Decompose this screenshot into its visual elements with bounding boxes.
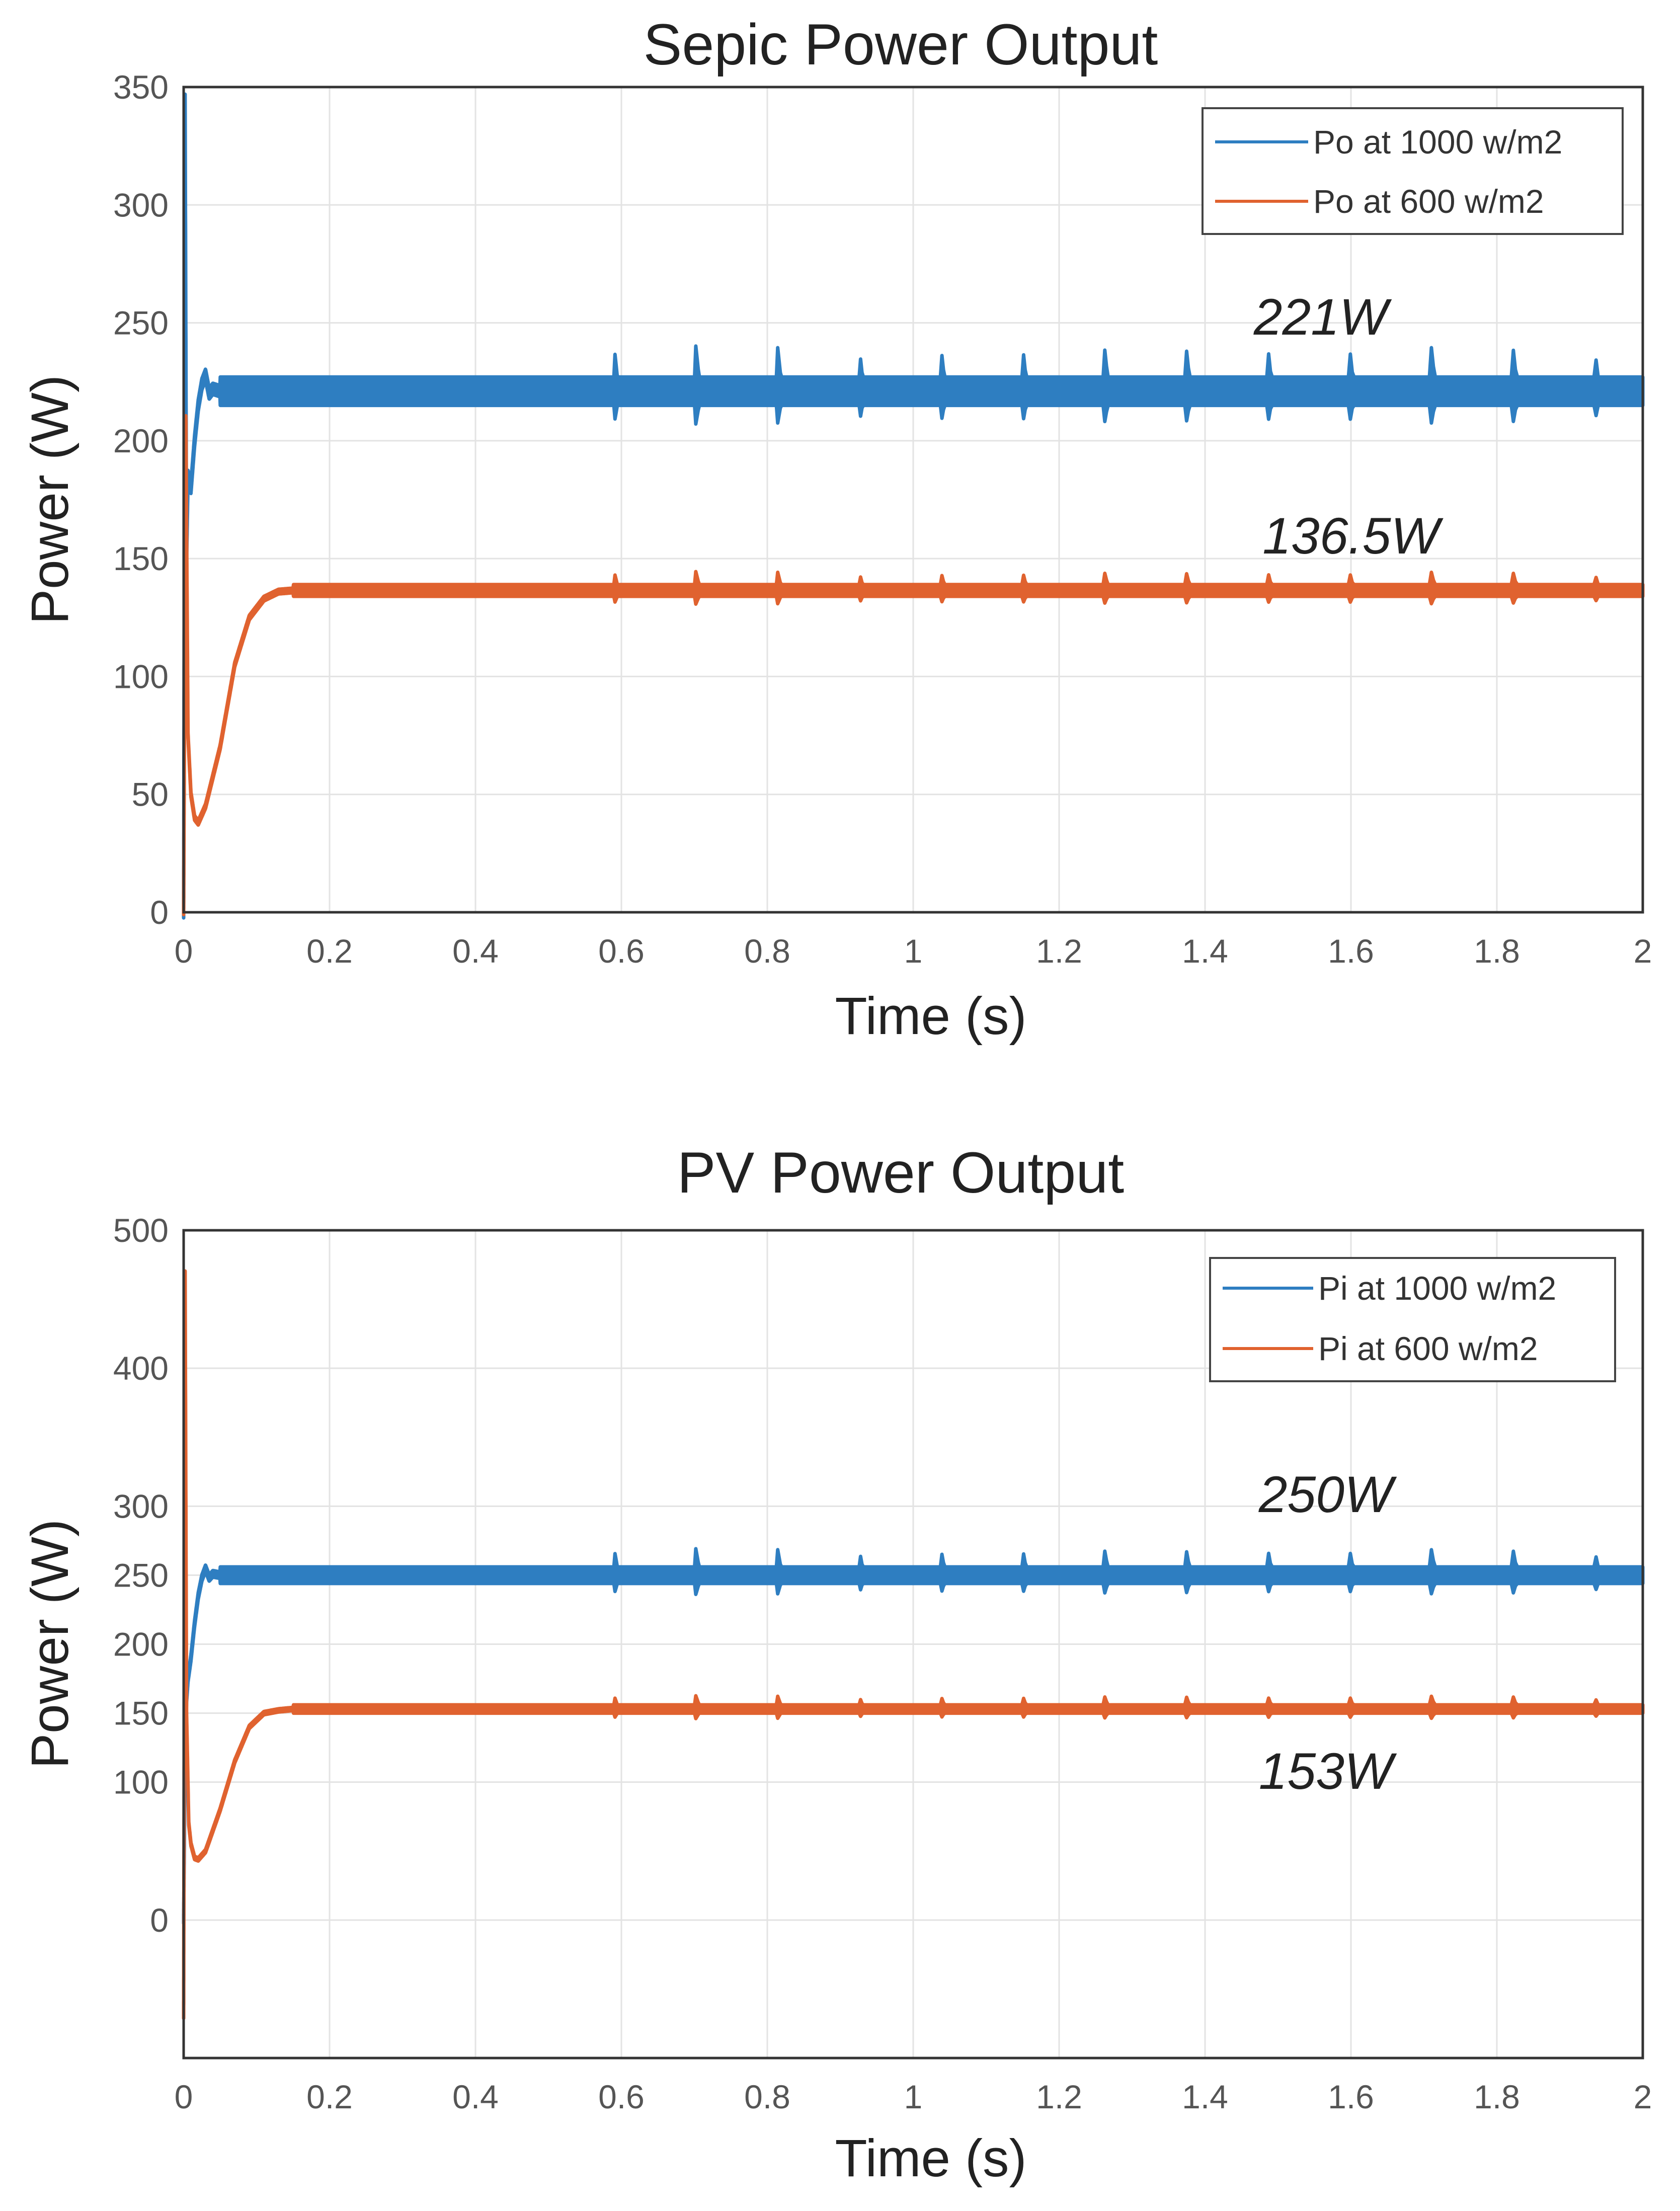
x-tick-label: 0 [175, 2078, 193, 2115]
annotation-pi-1000: 250W [1258, 1466, 1397, 1523]
y-tick-label: 250 [113, 304, 169, 342]
y-tick-label: 0 [150, 894, 169, 931]
y-axis-label: Power (W) [21, 375, 79, 624]
tick-labels: 0 0.2 0.4 0.6 0.8 1 1.2 1.4 1.6 1.8 2 0 100 150 200 250… [113, 1212, 1652, 2115]
x-tick-label: 0.4 [452, 932, 499, 970]
y-tick-label: 300 [113, 1487, 169, 1525]
y-tick-label: 500 [113, 1212, 169, 1249]
y-tick-label: 300 [113, 186, 169, 223]
x-axis-label: Time (s) [835, 987, 1026, 1046]
y-axis-label: Power (W) [21, 1519, 79, 1769]
legend: Po at 1000 w/m2 Po at 600 w/m2 [1202, 107, 1624, 235]
x-axis-label: Time (s) [835, 2129, 1026, 2188]
chart-title: PV Power Output [677, 1141, 1125, 1205]
chart-title: Sepic Power Output [644, 13, 1158, 77]
legend: Pi at 1000 w/m2 Pi at 600 w/m2 [1209, 1257, 1616, 1382]
x-tick-label: 1.8 [1474, 2078, 1520, 2115]
x-tick-label: 1.4 [1182, 2078, 1228, 2115]
y-tick-label: 150 [113, 1695, 169, 1732]
x-tick-label: 2 [1634, 2078, 1652, 2115]
y-tick-label: 250 [113, 1556, 169, 1594]
x-tick-label: 0 [175, 932, 193, 970]
legend-box [1202, 107, 1624, 235]
x-tick-label: 0.6 [598, 932, 645, 970]
y-tick-label: 100 [113, 1764, 169, 1801]
annotation-po-600: 136.5W [1262, 507, 1444, 565]
legend-entry-2: Pi at 600 w/m2 [1318, 1330, 1538, 1367]
grid-lines [184, 87, 1643, 912]
x-tick-label: 1 [904, 932, 923, 970]
chart-sepic: Sepic Power Output 0 0.2 0.4 0.6 0.8 1 1.2 1.4 1… [21, 13, 1652, 1046]
x-tick-label: 1.4 [1182, 932, 1228, 970]
legend-entry-1: Po at 1000 w/m2 [1313, 123, 1562, 161]
x-tick-label: 1.2 [1036, 932, 1082, 970]
y-tick-label: 0 [150, 1902, 169, 1939]
x-tick-label: 0.6 [598, 2078, 645, 2115]
x-tick-label: 0.8 [744, 2078, 790, 2115]
y-tick-label: 400 [113, 1350, 169, 1387]
x-tick-label: 0.2 [306, 932, 353, 970]
x-tick-label: 1 [904, 2078, 923, 2115]
annotation-po-1000: 221W [1253, 288, 1392, 346]
x-tick-label: 0.4 [452, 2078, 499, 2115]
x-tick-label: 1.6 [1328, 2078, 1374, 2115]
y-tick-label: 200 [113, 422, 169, 459]
chart-pv: PV Power Output 0 0.2 0.4 0.6 0.8 1 1.2 1.4 1.6 1… [21, 1141, 1652, 2188]
y-tick-label: 350 [113, 68, 169, 106]
x-tick-label: 0.2 [306, 2078, 353, 2115]
legend-entry-1: Pi at 1000 w/m2 [1318, 1270, 1556, 1307]
legend-entry-2: Po at 600 w/m2 [1313, 183, 1544, 220]
annotation-pi-600: 153W [1259, 1743, 1397, 1800]
y-tick-label: 150 [113, 540, 169, 577]
y-tick-label: 50 [132, 776, 169, 813]
x-tick-label: 1.2 [1036, 2078, 1082, 2115]
plot-frame [182, 1229, 1644, 2060]
x-tick-label: 2 [1634, 932, 1652, 970]
tick-labels: 0 0.2 0.4 0.6 0.8 1 1.2 1.4 1.6 1.8 2 0 50 100 150 200 2… [113, 68, 1652, 970]
x-tick-label: 1.8 [1474, 932, 1520, 970]
y-tick-label: 200 [113, 1626, 169, 1663]
x-tick-label: 0.8 [744, 932, 790, 970]
y-tick-label: 100 [113, 658, 169, 695]
plot-frame [182, 86, 1644, 914]
legend-box [1209, 1257, 1616, 1382]
x-tick-label: 1.6 [1328, 932, 1374, 970]
